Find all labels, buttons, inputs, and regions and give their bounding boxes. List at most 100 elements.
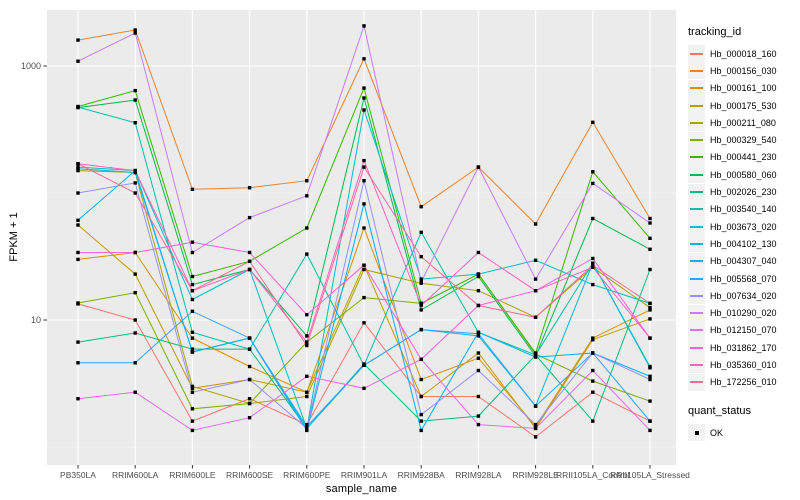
legend-item-label: Hb_000161_100 <box>710 83 777 94</box>
point <box>190 386 195 390</box>
point <box>362 24 366 28</box>
point <box>190 428 195 433</box>
point <box>591 368 595 373</box>
point <box>247 401 252 406</box>
legend-item-label: Hb_002026_230 <box>710 187 777 198</box>
point <box>476 414 481 418</box>
point <box>419 394 423 399</box>
legend-item-label: Hb_000156_030 <box>710 65 777 76</box>
point <box>591 282 595 287</box>
point <box>133 191 137 195</box>
legend-item-Hb_005568_070: Hb_005568_070 <box>688 270 800 287</box>
legend-key-line-icon <box>688 270 705 287</box>
legend-key-line-icon <box>688 218 705 236</box>
point <box>133 272 137 276</box>
point <box>76 38 80 42</box>
legend-item-Hb_003673_020: Hb_003673_020 <box>688 218 800 236</box>
point <box>533 315 538 319</box>
point <box>133 31 137 35</box>
point <box>305 343 309 348</box>
point <box>76 340 80 344</box>
point <box>533 424 538 429</box>
point <box>476 289 481 293</box>
point <box>190 309 195 313</box>
point <box>476 394 481 399</box>
point <box>247 215 252 220</box>
point <box>476 422 481 427</box>
point <box>247 250 252 255</box>
point <box>247 347 252 351</box>
legend-item-Hb_012150_070: Hb_012150_070 <box>688 321 800 339</box>
point <box>190 240 195 244</box>
point <box>648 399 652 403</box>
point <box>419 428 423 433</box>
point <box>305 374 309 378</box>
plot-panel: 1000 10 PB350LA RRIM600LA RRIM600LE RRIM600SE… <box>21 10 690 480</box>
point <box>133 250 137 255</box>
panel-background <box>47 10 676 465</box>
point <box>190 350 195 354</box>
point <box>76 165 80 169</box>
point <box>305 426 309 431</box>
point <box>648 267 652 272</box>
point <box>305 428 309 433</box>
point <box>533 258 538 262</box>
point <box>133 170 137 175</box>
point <box>419 412 423 417</box>
legend-item-Hb_000329_540: Hb_000329_540 <box>688 131 800 149</box>
point <box>76 162 80 166</box>
legend-item-Hb_000580_060: Hb_000580_060 <box>688 166 800 184</box>
legend-item-Hb_000018_160: Hb_000018_160 <box>688 45 800 63</box>
point <box>190 390 195 394</box>
point <box>247 259 252 263</box>
point <box>591 170 595 174</box>
point <box>591 419 595 423</box>
point <box>190 274 195 279</box>
point <box>76 361 80 365</box>
point <box>305 179 309 183</box>
point <box>591 263 595 267</box>
point <box>591 379 595 383</box>
point <box>190 407 195 411</box>
point <box>133 390 137 394</box>
point <box>533 435 538 439</box>
tracking-legend-items: Hb_000018_160 Hb_000156_030 Hb_000161_100 H… <box>688 45 800 391</box>
legend-item-label: Hb_000018_160 <box>710 48 777 59</box>
data-points <box>76 24 652 439</box>
point <box>533 355 538 359</box>
legend-item-label: Hb_004307_040 <box>710 256 777 267</box>
point <box>533 353 538 357</box>
point <box>190 419 195 423</box>
y-tick-label: 1000 <box>21 61 41 71</box>
point <box>419 308 423 312</box>
legend-item-Hb_000441_230: Hb_000441_230 <box>688 148 800 166</box>
point <box>190 297 195 302</box>
y-tick-label: 10 <box>31 315 41 325</box>
point <box>362 165 366 169</box>
point <box>419 277 423 281</box>
x-tick-label: RRII105LA_Stressed <box>610 470 690 480</box>
point <box>533 404 538 408</box>
point <box>648 236 652 240</box>
point <box>533 351 538 355</box>
point <box>362 108 366 112</box>
legend-key-line-icon <box>688 62 705 80</box>
legend-key-line-icon <box>688 166 705 184</box>
legend-item-label: Hb_004102_130 <box>710 238 777 249</box>
point <box>648 247 652 251</box>
point <box>305 424 309 429</box>
point <box>133 168 137 173</box>
point <box>76 301 80 305</box>
point <box>648 377 652 382</box>
point <box>247 267 252 272</box>
x-tick-label: RRIM600LA <box>112 470 159 480</box>
point <box>305 422 309 427</box>
x-tick-label: RRIM600SE <box>226 470 274 480</box>
point <box>190 384 195 389</box>
legend-item-Hb_031862_170: Hb_031862_170 <box>688 339 800 357</box>
point <box>190 330 195 334</box>
legend-key-line-icon <box>688 321 705 339</box>
point <box>648 306 652 310</box>
axis-ticks <box>43 65 651 469</box>
point <box>76 218 80 222</box>
